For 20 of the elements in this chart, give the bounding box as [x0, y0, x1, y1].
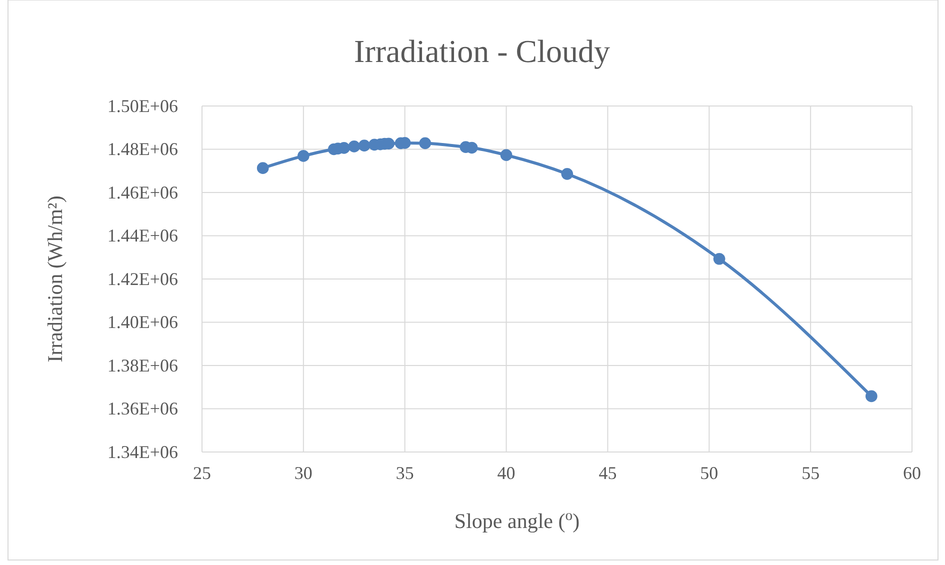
y-axis-title: Irradiation (Wh/m²) [43, 196, 67, 362]
y-tick-label: 1.42E+06 [107, 268, 178, 289]
y-tick-label: 1.36E+06 [107, 398, 178, 419]
x-tick-label: 35 [396, 462, 414, 483]
chart-title: Irradiation - Cloudy [354, 33, 610, 69]
x-tick-label: 40 [497, 462, 516, 483]
y-tick-label: 1.50E+06 [107, 96, 178, 116]
x-tick-label: 60 [903, 462, 921, 483]
y-tick-label: 1.38E+06 [107, 355, 178, 376]
y-tick-label: 1.48E+06 [107, 139, 178, 160]
x-tick-label: 55 [802, 462, 820, 483]
x-tick-label: 45 [598, 462, 617, 483]
x-axis-title: Slope angle ($^{o}$) [454, 508, 580, 533]
x-tick-label: 25 [193, 462, 211, 483]
x-tick-label: 50 [700, 462, 718, 483]
y-tick-label: 1.46E+06 [107, 182, 178, 202]
x-tick-label: 30 [294, 462, 312, 483]
y-tick-label: 1.34E+06 [107, 442, 178, 462]
y-tick-label: 1.44E+06 [107, 226, 178, 246]
y-tick-label: 1.40E+06 [107, 312, 178, 332]
